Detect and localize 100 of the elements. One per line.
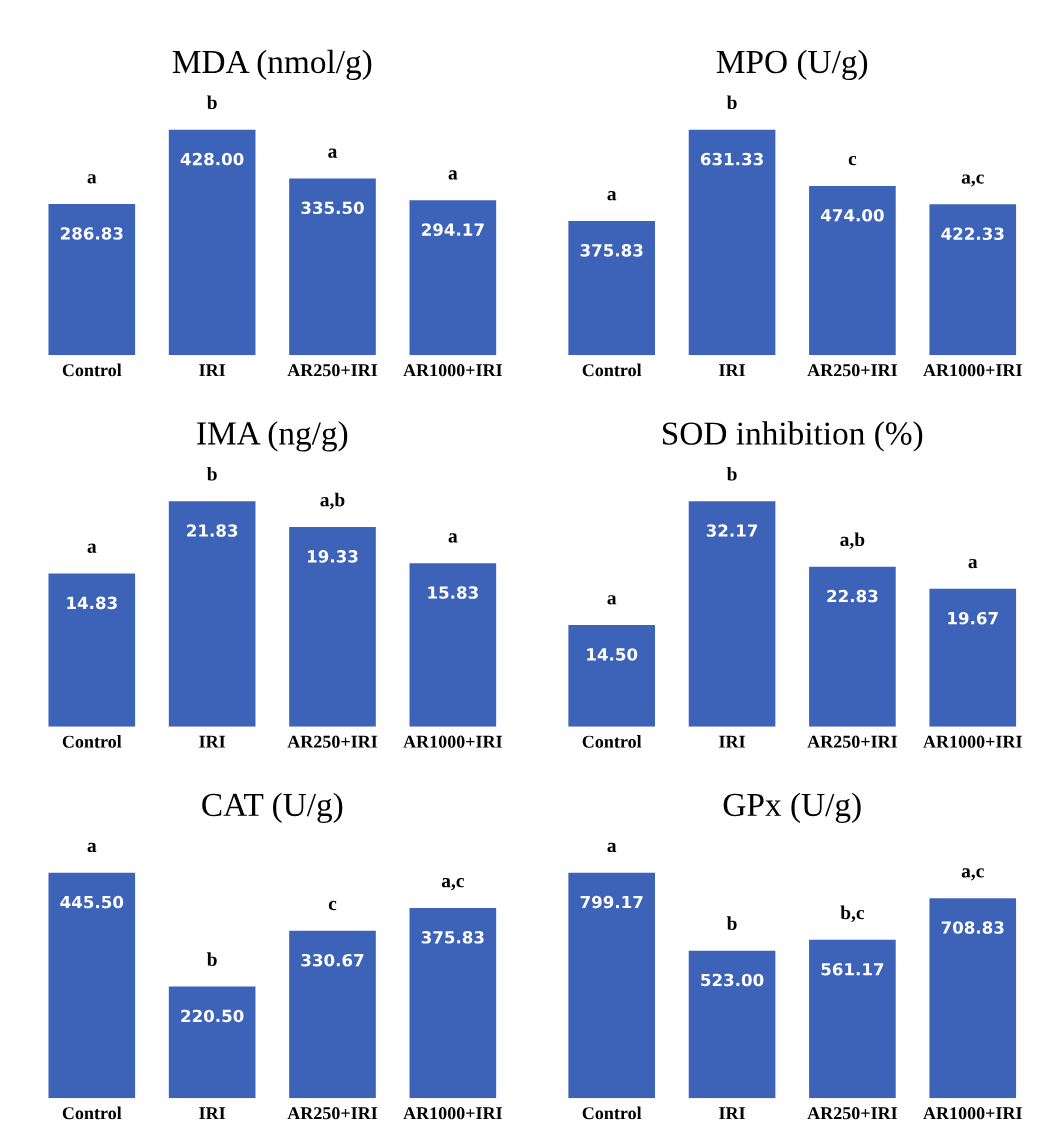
annotation: a: [87, 842, 97, 853]
x-tick-label: AR250+IRI: [807, 1107, 898, 1120]
x-tick-label: IRI: [199, 735, 226, 748]
annotation: a: [607, 595, 617, 605]
x-tick-label: IRI: [719, 735, 745, 748]
bar: [289, 178, 376, 356]
x-tick-label: Control: [62, 735, 122, 748]
data-label: 375.83: [580, 244, 643, 257]
bar: [409, 907, 497, 1099]
data-label: 286.83: [60, 227, 123, 240]
annotation: b,c: [840, 905, 865, 923]
x-tick-label: AR250+IRI: [287, 735, 378, 748]
bar: [809, 185, 896, 356]
bar: [688, 950, 776, 1099]
data-label: 19.67: [948, 611, 998, 625]
annotation: a,c: [961, 868, 984, 881]
annotation: a: [607, 842, 617, 853]
x-tick-label: Control: [582, 1106, 642, 1120]
bar: [929, 898, 1017, 1099]
data-label: 445.50: [60, 895, 124, 909]
chart-title: MPO (U/g): [716, 49, 868, 81]
x-tick-label: AR1000+IRI: [923, 1107, 1022, 1120]
data-label: 631.33: [700, 152, 763, 166]
data-label: 335.50: [301, 201, 364, 215]
annotation: a,b: [840, 532, 865, 549]
annotation: a: [328, 148, 338, 158]
annotation: a,c: [441, 877, 464, 891]
x-tick-label: AR1000+IRI: [923, 735, 1022, 748]
data-label: 220.50: [181, 1009, 244, 1023]
x-tick-label: AR250+IRI: [807, 735, 898, 748]
annotation: c: [848, 155, 857, 166]
bar: [568, 220, 656, 356]
annotation: b: [206, 952, 217, 966]
bar: [168, 501, 256, 727]
bar: [168, 129, 256, 356]
x-tick-label: AR250+IRI: [807, 364, 898, 377]
annotation: a: [448, 533, 458, 543]
x-tick-label: IRI: [719, 1107, 745, 1120]
data-label: 21.83: [187, 524, 238, 537]
data-label: 22.83: [827, 589, 878, 603]
x-tick-label: AR1000+IRI: [923, 364, 1022, 377]
x-tick-label: AR1000+IRI: [403, 1107, 503, 1120]
data-label: 561.17: [821, 962, 884, 976]
annotation: a: [968, 558, 978, 569]
annotation: a,c: [961, 174, 984, 187]
x-tick-label: AR250+IRI: [287, 364, 378, 377]
bar: [48, 573, 136, 727]
data-label: 428.00: [180, 152, 244, 166]
bar: [168, 986, 256, 1099]
annotation: a: [607, 191, 617, 201]
data-label: 422.33: [941, 227, 1004, 241]
data-label: 330.67: [301, 953, 364, 967]
data-label: 708.83: [941, 921, 1004, 934]
x-tick-label: AR1000+IRI: [403, 735, 503, 748]
chart-title: SOD inhibition (%): [662, 421, 923, 452]
annotation: b: [726, 916, 737, 931]
bar: [568, 625, 656, 727]
data-label: 294.17: [422, 223, 484, 236]
bar: [289, 930, 376, 1099]
chart-title: GPx (U/g): [723, 792, 861, 824]
bar: [48, 872, 136, 1099]
data-label: 14.83: [67, 596, 117, 610]
bar: [929, 204, 1017, 356]
chart-title: CAT (U/g): [202, 792, 343, 824]
annotation: c: [328, 900, 337, 911]
data-label: 799.17: [580, 895, 643, 909]
data-label: 375.83: [421, 931, 484, 944]
annotation: b: [206, 466, 217, 481]
chart-title: MDA (nmol/g): [172, 49, 372, 81]
x-tick-label: Control: [582, 735, 642, 748]
x-tick-label: IRI: [199, 364, 226, 377]
data-label: 523.00: [701, 973, 764, 987]
bar: [688, 501, 776, 727]
data-label: 19.33: [308, 550, 358, 563]
annotation: b: [726, 466, 737, 481]
x-tick-label: AR1000+IRI: [403, 364, 503, 377]
data-label: 15.83: [428, 586, 478, 599]
annotation: b: [206, 95, 217, 110]
bar: [409, 563, 497, 727]
x-tick-label: Control: [62, 363, 122, 377]
data-label: 32.17: [706, 524, 758, 537]
bar: [409, 200, 497, 356]
bar: [809, 566, 896, 727]
chart-title: IMA (ng/g): [197, 421, 348, 452]
x-tick-label: IRI: [719, 364, 745, 377]
annotation: a,b: [320, 492, 345, 510]
bar: [809, 939, 896, 1099]
x-tick-label: IRI: [199, 1107, 226, 1120]
bar: [688, 129, 776, 356]
bar: [929, 588, 1017, 727]
annotation: a: [87, 543, 97, 553]
annotation: b: [726, 95, 737, 110]
bar: [289, 527, 376, 727]
annotation: a: [448, 170, 458, 180]
data-label: 14.50: [587, 648, 638, 661]
data-label: 474.00: [820, 208, 884, 222]
x-tick-label: Control: [62, 1106, 122, 1120]
bar: [568, 872, 656, 1099]
x-tick-label: AR250+IRI: [287, 1107, 378, 1120]
bar: [48, 204, 136, 356]
